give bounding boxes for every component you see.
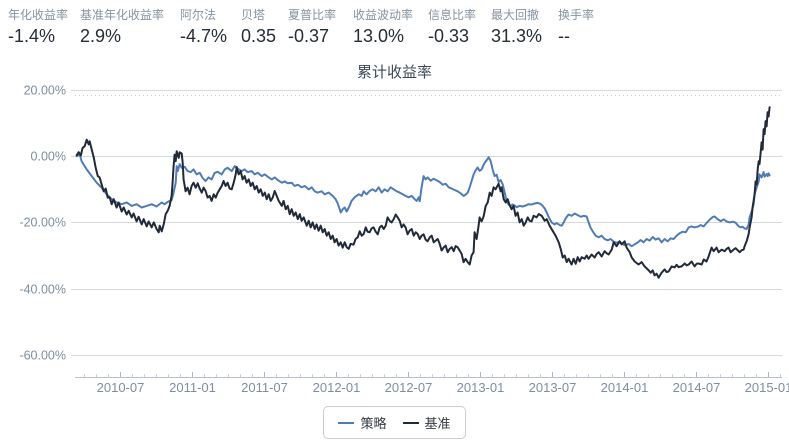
metric-value: -1.4% (8, 26, 56, 46)
x-tick-label: 2011-01 (169, 380, 216, 395)
metric-max-drawdown: 最大回撤 31.3% (491, 8, 542, 48)
y-tick-label: 0.00% (31, 150, 66, 164)
x-tick-label: 2015-01 (745, 380, 789, 395)
y-tick-label: -60.00% (19, 349, 66, 363)
metric-value: 13.0% (353, 26, 405, 46)
metric-label: 贝塔 (241, 8, 266, 22)
x-tick-label: 2014-01 (601, 380, 649, 395)
metric-label: 阿尔法 (180, 8, 217, 22)
metric-benchmark-annualized-return: 基准年化收益率 2.9% (80, 8, 164, 48)
legend-label-strategy: 策略 (360, 416, 387, 431)
stats-row: 年化收益率 -1.4% 基准年化收益率 2.9% 阿尔法 -4.7% 贝塔 0.… (0, 8, 789, 56)
legend-label-benchmark: 基准 (424, 416, 451, 431)
metric-label: 信息比率 (428, 8, 477, 22)
metric-information-ratio: 信息比率 -0.33 (428, 8, 476, 48)
x-tick-label: 2011-07 (241, 380, 288, 395)
x-tick-label: 2013-07 (529, 380, 577, 395)
metric-label: 基准年化收益率 (80, 8, 165, 22)
metric-value: -0.33 (428, 26, 470, 46)
metric-value: -0.37 (288, 26, 330, 46)
y-tick-label: -40.00% (19, 283, 66, 297)
x-tick-label: 2012-07 (385, 380, 433, 395)
metric-label: 收益波动率 (353, 8, 414, 22)
x-tick-label: 2013-01 (457, 380, 505, 395)
strategy-line-swatch (338, 421, 355, 424)
metric-value: 0.35 (241, 26, 277, 46)
metric-beta: 贝塔 0.35 (241, 8, 276, 48)
x-tick-label: 2014-07 (673, 380, 721, 395)
benchmark-line-swatch (402, 421, 419, 424)
legend-box: 策略 基准 (323, 406, 466, 439)
metric-value: 31.3% (491, 26, 543, 46)
legend: 策略 基准 (0, 406, 789, 439)
y-tick-label: 20.00% (24, 84, 66, 98)
metric-value: -- (558, 26, 570, 46)
legend-item-strategy[interactable]: 策略 (338, 413, 387, 432)
metric-label: 夏普比率 (288, 8, 337, 22)
metric-label: 最大回撤 (491, 8, 540, 22)
y-tick-label: -20.00% (19, 216, 66, 230)
metric-value: 2.9% (80, 26, 122, 46)
metric-turnover: 换手率 -- (558, 8, 594, 48)
x-tick-label: 2010-07 (97, 380, 145, 395)
strategy-line[interactable] (75, 153, 771, 248)
metric-annualized-return: 年化收益率 -1.4% (8, 8, 68, 48)
metric-alpha: 阿尔法 -4.7% (180, 8, 227, 48)
metric-label: 年化收益率 (8, 8, 69, 22)
chart-title: 累计收益率 (356, 64, 432, 81)
metric-label: 换手率 (558, 8, 595, 22)
legend-item-benchmark[interactable]: 基准 (402, 413, 451, 432)
benchmark-line[interactable] (75, 106, 771, 279)
metric-volatility: 收益波动率 13.0% (353, 8, 413, 48)
metric-value: -4.7% (180, 26, 228, 46)
metric-sharpe-ratio: 夏普比率 -0.37 (288, 8, 336, 48)
x-tick-label: 2012-01 (313, 380, 361, 395)
